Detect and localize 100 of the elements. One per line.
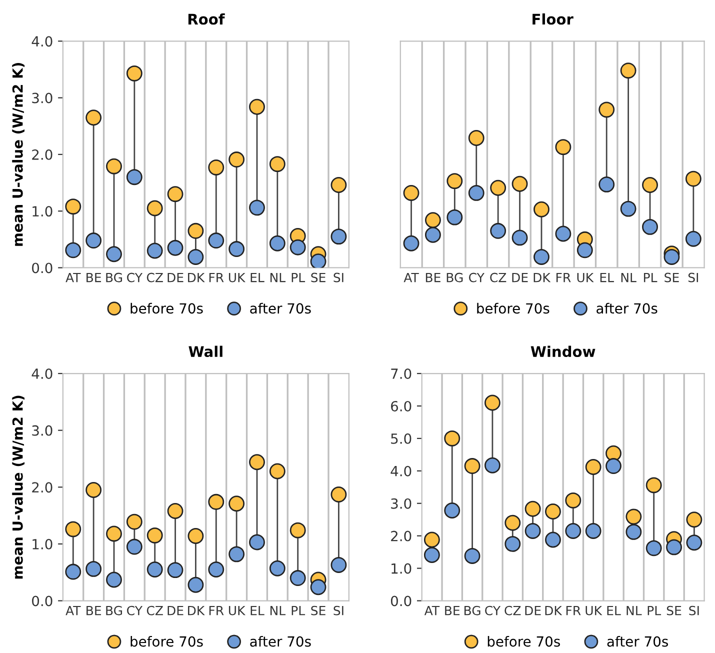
x-tick-label: BE (86, 272, 101, 282)
point (512, 230, 528, 246)
chart-title: Wall (188, 346, 222, 358)
x-tick-label: SI (334, 272, 344, 282)
y-tick-label: 0.0 (390, 596, 412, 606)
point (666, 539, 682, 556)
point (249, 534, 265, 550)
point (86, 232, 102, 249)
point (626, 524, 642, 540)
point (290, 522, 306, 538)
x-tick-label: UK (228, 606, 246, 616)
point (106, 572, 122, 588)
y-tick-label: 1.0 (392, 563, 412, 574)
point (65, 564, 82, 580)
legend-label: before 70s (477, 302, 550, 314)
point (330, 486, 347, 502)
x-tick-label: EL (607, 606, 621, 616)
x-tick-label: SE (311, 272, 326, 282)
point (585, 522, 602, 539)
x-tick-label: SI (689, 606, 699, 616)
x-tick-label: SE (311, 606, 326, 616)
point (208, 494, 224, 510)
x-tick-label: DK (534, 272, 551, 282)
point (249, 98, 265, 115)
point (167, 503, 184, 519)
legend-label: after 70s (250, 636, 311, 647)
point (188, 528, 204, 544)
x-tick-label: EL (250, 272, 264, 282)
point (403, 235, 420, 252)
chart-title: Window (530, 346, 596, 358)
x-tick-label: FR (209, 272, 224, 282)
x-tick-label: CY (127, 272, 143, 282)
point (642, 218, 658, 235)
point (167, 562, 184, 578)
point (446, 209, 463, 226)
x-tick-label: DK (188, 606, 205, 616)
chart-title: Roof (188, 13, 225, 25)
point (208, 562, 224, 578)
point (65, 198, 82, 215)
point (86, 482, 102, 498)
point (65, 242, 82, 258)
point (228, 241, 245, 258)
point (565, 492, 582, 508)
point (290, 570, 306, 586)
point (524, 500, 541, 517)
point (642, 177, 658, 193)
point (228, 546, 245, 562)
point (146, 562, 163, 578)
x-tick-label: DK (545, 606, 562, 616)
point (444, 430, 460, 446)
point (126, 514, 142, 530)
x-tick-label: PL (292, 272, 306, 282)
point (146, 527, 163, 544)
point (620, 62, 636, 79)
y-tick-label: 4.0 (32, 368, 52, 379)
point (403, 184, 420, 201)
point (86, 110, 102, 126)
point (484, 457, 500, 474)
y-axis-title: mean U-value (W/m2 K) (12, 396, 24, 579)
x-tick-label: NL (270, 606, 286, 616)
point (188, 222, 204, 239)
point (565, 522, 582, 539)
point (424, 547, 440, 563)
point (545, 504, 561, 520)
point (269, 463, 286, 480)
x-tick-label: DK (188, 272, 205, 282)
point (146, 200, 163, 216)
y-tick-label: 0.0 (32, 596, 52, 606)
point (534, 248, 550, 265)
x-tick-label: AT (424, 606, 440, 616)
point (228, 152, 245, 168)
x-tick-label: FR (566, 606, 581, 616)
y-tick-label: 6.0 (391, 400, 412, 412)
x-tick-label: DE (168, 606, 184, 616)
y-tick-label: 4.0 (390, 466, 412, 476)
point (269, 156, 286, 172)
x-tick-label: NL (626, 606, 642, 616)
y-tick-label: 4.0 (32, 36, 52, 47)
point (685, 230, 702, 247)
point (490, 180, 506, 196)
x-tick-label: SE (666, 606, 682, 616)
y-tick-label: 5.0 (391, 433, 412, 444)
point (446, 173, 463, 190)
point (146, 242, 163, 259)
point (646, 540, 662, 556)
x-tick-label: DE (512, 272, 528, 282)
point (65, 521, 82, 538)
point (606, 458, 622, 474)
point (106, 158, 122, 174)
x-tick-label: FR (209, 606, 224, 616)
point (424, 212, 441, 228)
x-tick-label: PL (648, 606, 662, 616)
x-tick-label: UK (228, 272, 246, 282)
point (208, 159, 224, 176)
x-tick-label: AT (66, 606, 81, 616)
point (167, 240, 184, 256)
y-tick-label: 3.0 (32, 92, 52, 104)
point (424, 532, 440, 548)
point (228, 496, 245, 512)
x-tick-label: SI (334, 606, 344, 616)
